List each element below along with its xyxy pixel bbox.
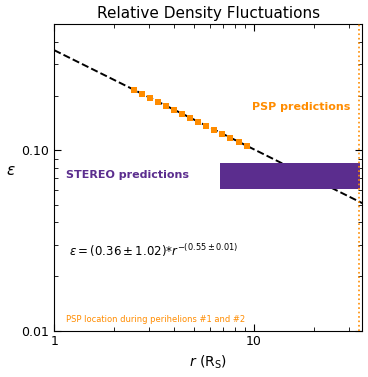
Point (195, 119, 201, 125)
Point (204, 123, 209, 129)
Point (211, 127, 217, 133)
X-axis label: $r$ (R$_\mathrm{S}$): $r$ (R$_\mathrm{S}$) (189, 354, 227, 371)
Point (179, 111, 185, 117)
Text: STEREO predictions: STEREO predictions (66, 170, 190, 180)
Bar (220, 163, 360, 189)
Point (236, 139, 241, 145)
Point (171, 107, 177, 113)
Y-axis label: $\varepsilon$: $\varepsilon$ (6, 162, 15, 178)
Point (147, 95, 153, 101)
Title: Relative Density Fluctuations: Relative Density Fluctuations (97, 6, 320, 21)
Point (227, 135, 233, 141)
Text: PSP predictions: PSP predictions (252, 102, 350, 112)
Text: PSP location during perihelions #1 and #2: PSP location during perihelions #1 and #… (66, 315, 245, 324)
Point (139, 90, 145, 97)
Point (131, 87, 137, 93)
Point (187, 115, 193, 121)
Point (244, 143, 250, 149)
Point (163, 103, 169, 109)
Point (219, 131, 225, 137)
Point (155, 99, 161, 105)
Text: $\varepsilon = (0.36\pm1.02)$*$r^{-(0.55\pm0.01)}$: $\varepsilon = (0.36\pm1.02)$*$r^{-(0.55… (68, 242, 238, 259)
